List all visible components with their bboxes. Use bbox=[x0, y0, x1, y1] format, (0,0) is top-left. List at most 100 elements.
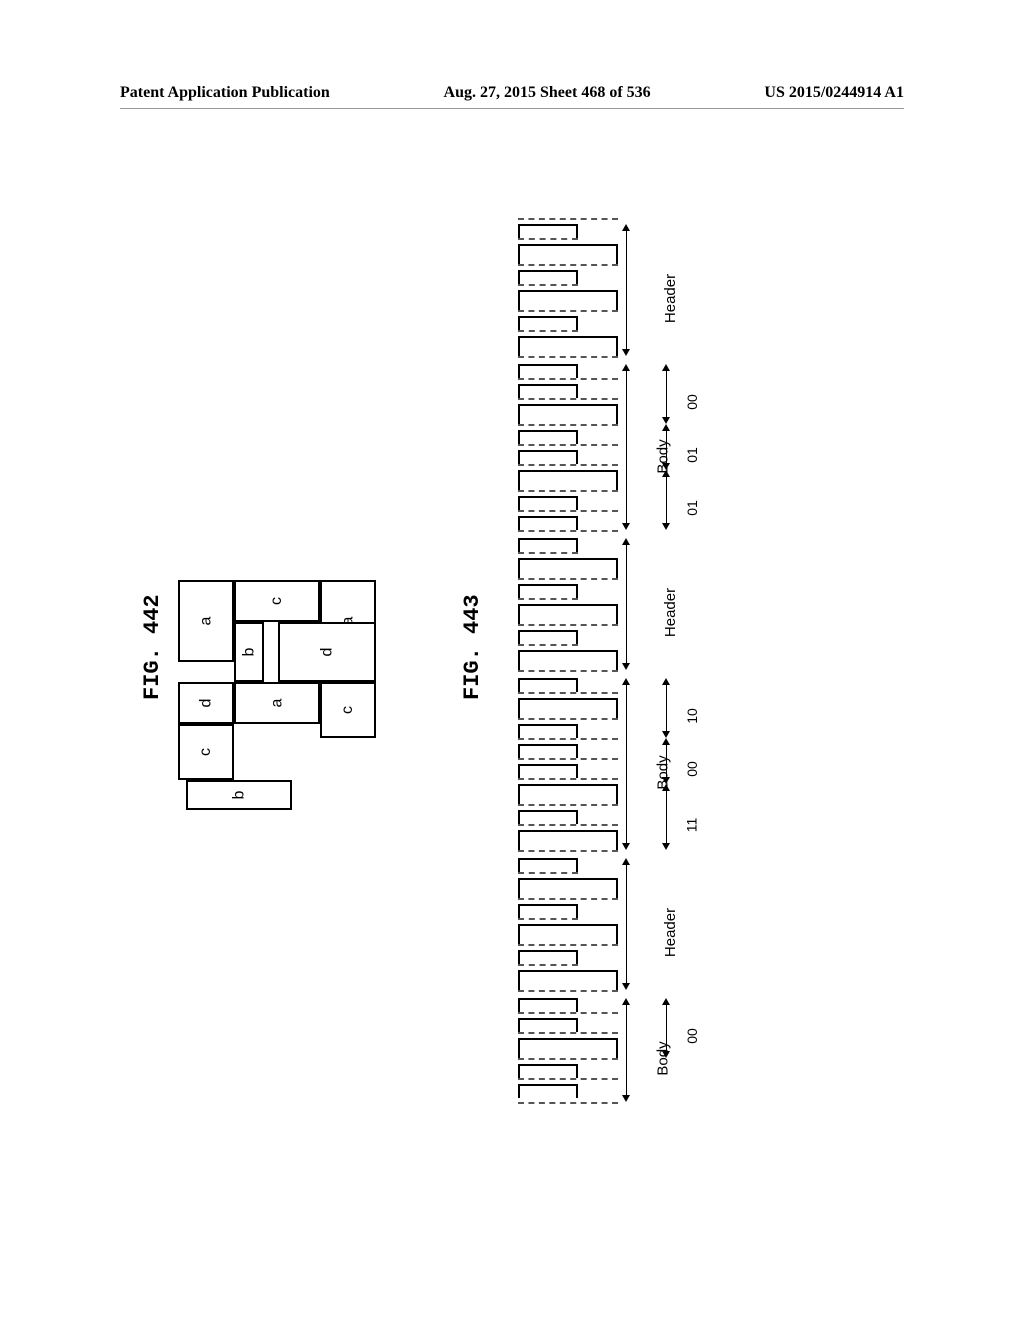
patent-page: Patent Application Publication Aug. 27, … bbox=[0, 0, 1024, 1320]
span-arrow bbox=[666, 429, 667, 465]
dash-separator bbox=[518, 530, 618, 532]
block-c3: c bbox=[320, 682, 376, 738]
pulse-tall bbox=[518, 830, 618, 850]
pulse-tall bbox=[518, 970, 618, 990]
dash-separator bbox=[518, 1078, 618, 1080]
section-label: Body bbox=[655, 1041, 672, 1075]
dash-separator bbox=[518, 990, 618, 992]
span-arrow bbox=[666, 743, 667, 779]
pulse-tall bbox=[518, 604, 618, 624]
arrowhead-down-icon bbox=[622, 843, 630, 850]
arrowhead-down-icon bbox=[622, 1095, 630, 1102]
arrowhead-down-icon bbox=[662, 731, 670, 738]
arrowhead-down-icon bbox=[622, 663, 630, 670]
pulse-short bbox=[518, 496, 578, 510]
signal-waveform: HeaderBodyHeaderBodyHeaderBody0001011000… bbox=[518, 218, 818, 1108]
dash-separator bbox=[518, 872, 578, 874]
pulse-short bbox=[518, 450, 578, 464]
dash-separator bbox=[518, 918, 578, 920]
arrowhead-down-icon bbox=[662, 523, 670, 530]
dash-separator bbox=[518, 850, 618, 852]
dash-separator bbox=[518, 718, 618, 720]
block-b2: b bbox=[186, 780, 292, 810]
dash-separator bbox=[518, 598, 578, 600]
block-c1: c bbox=[234, 580, 320, 622]
pulse-tall bbox=[518, 336, 618, 356]
pulse-short bbox=[518, 384, 578, 398]
sub-label: 11 bbox=[683, 818, 699, 833]
dash-separator bbox=[518, 1058, 618, 1060]
sub-label: 10 bbox=[684, 708, 700, 724]
span-arrow bbox=[626, 369, 627, 525]
pulse-tall bbox=[518, 1038, 618, 1058]
figure-443-label: FIG. 443 bbox=[460, 594, 485, 700]
pulse-tall bbox=[518, 244, 618, 264]
dash-separator bbox=[518, 284, 578, 286]
dash-separator bbox=[518, 944, 618, 946]
dash-separator bbox=[518, 444, 618, 446]
block-a3: a bbox=[234, 682, 320, 724]
arrowhead-down-icon bbox=[622, 983, 630, 990]
dash-separator bbox=[518, 378, 618, 380]
block-d2: d bbox=[278, 622, 376, 682]
block-c2: c bbox=[178, 724, 234, 780]
dash-separator bbox=[518, 490, 618, 492]
pulse-short bbox=[518, 744, 578, 758]
pulse-tall bbox=[518, 290, 618, 310]
header-right: US 2015/0244914 A1 bbox=[764, 84, 904, 102]
arrowhead-down-icon bbox=[622, 349, 630, 356]
span-arrow bbox=[666, 369, 667, 419]
span-arrow bbox=[666, 475, 667, 525]
pulse-tall bbox=[518, 650, 618, 670]
pulse-tall bbox=[518, 470, 618, 490]
span-arrow bbox=[626, 683, 627, 845]
arrowhead-up-icon bbox=[622, 224, 630, 231]
dash-separator bbox=[518, 1032, 618, 1034]
dash-separator bbox=[518, 310, 618, 312]
pulse-tall bbox=[518, 558, 618, 578]
pulse-short bbox=[518, 998, 578, 1012]
arrowhead-up-icon bbox=[622, 678, 630, 685]
dash-edge bbox=[518, 218, 618, 220]
arrowhead-up-icon bbox=[662, 470, 670, 477]
span-arrow bbox=[666, 683, 667, 733]
span-arrow bbox=[626, 229, 627, 351]
arrowhead-down-icon bbox=[662, 843, 670, 850]
figure-442-label: FIG. 442 bbox=[140, 594, 165, 700]
pulse-short bbox=[518, 724, 578, 738]
pulse-tall bbox=[518, 698, 618, 718]
pulse-short bbox=[518, 538, 578, 552]
pulse-short bbox=[518, 810, 578, 824]
arrowhead-up-icon bbox=[622, 998, 630, 1005]
pulse-short bbox=[518, 1084, 578, 1098]
pulse-tall bbox=[518, 784, 618, 804]
dash-separator bbox=[518, 510, 618, 512]
arrowhead-up-icon bbox=[662, 784, 670, 791]
pulse-short bbox=[518, 678, 578, 692]
dash-separator bbox=[518, 804, 618, 806]
block-a1: a bbox=[178, 580, 234, 662]
sub-label: 01 bbox=[684, 500, 700, 516]
arrowhead-up-icon bbox=[662, 364, 670, 371]
arrowhead-up-icon bbox=[622, 538, 630, 545]
span-arrow bbox=[626, 863, 627, 985]
dash-separator bbox=[518, 692, 618, 694]
dash-separator bbox=[518, 964, 578, 966]
span-arrow bbox=[626, 1003, 627, 1097]
sub-label: 00 bbox=[684, 394, 700, 410]
pulse-short bbox=[518, 950, 578, 964]
dash-separator bbox=[518, 578, 618, 580]
arrowhead-up-icon bbox=[662, 424, 670, 431]
dash-separator bbox=[518, 264, 618, 266]
dash-separator bbox=[518, 738, 618, 740]
pulse-short bbox=[518, 270, 578, 284]
section-label: Header bbox=[662, 588, 679, 637]
block-d1: d bbox=[178, 682, 234, 724]
dash-separator bbox=[518, 624, 618, 626]
dash-separator bbox=[518, 670, 618, 672]
pulse-short bbox=[518, 1064, 578, 1078]
arrowhead-down-icon bbox=[662, 463, 670, 470]
pulse-short bbox=[518, 430, 578, 444]
pulse-tall bbox=[518, 404, 618, 424]
dash-edge bbox=[518, 1102, 618, 1104]
